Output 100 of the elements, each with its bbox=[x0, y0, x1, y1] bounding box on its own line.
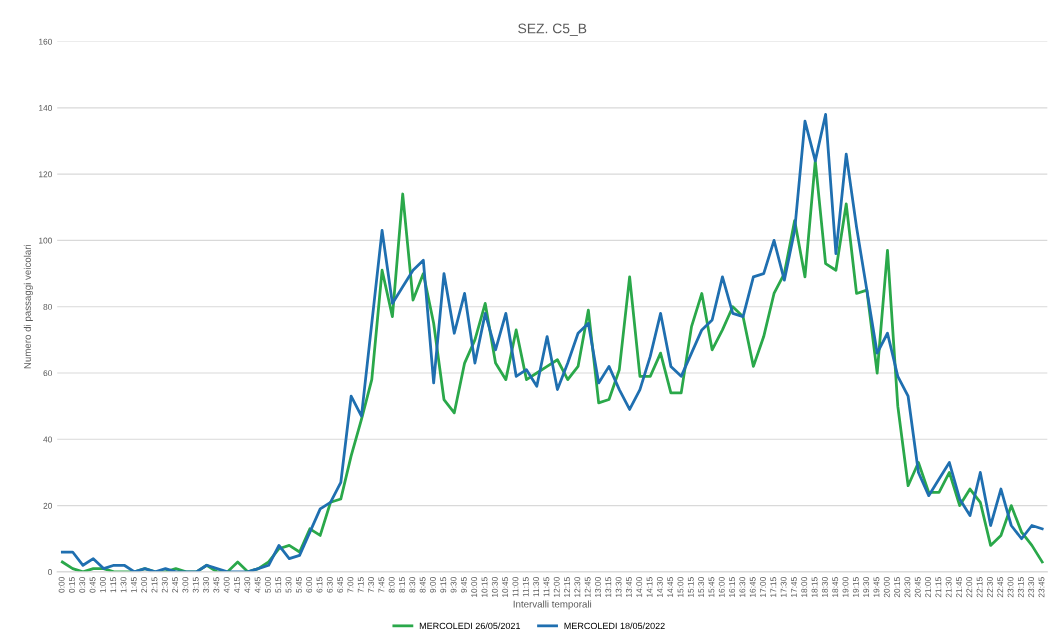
x-tick-label: 11:15 bbox=[522, 577, 529, 597]
x-tick-label: 12:00 bbox=[553, 577, 560, 597]
x-tick-label: 1:30 bbox=[120, 577, 127, 593]
y-tick-label: 0 bbox=[48, 569, 52, 576]
x-tick-label: 2:30 bbox=[161, 577, 168, 593]
x-tick-label: 2:45 bbox=[172, 577, 179, 593]
y-tick-label: 80 bbox=[43, 303, 52, 310]
x-tick-label: 0:15 bbox=[68, 577, 75, 593]
x-tick-label: 0:45 bbox=[89, 577, 96, 593]
x-tick-label: 10:15 bbox=[481, 577, 488, 597]
x-tick-label: 23:15 bbox=[1017, 577, 1024, 598]
x-tick-label: 12:15 bbox=[564, 577, 570, 597]
x-tick-label: 10:30 bbox=[491, 577, 498, 597]
x-tick-label: 11:00 bbox=[512, 577, 519, 597]
x-tick-label: 9:30 bbox=[450, 577, 457, 593]
x-tick-label: 4:30 bbox=[244, 577, 251, 593]
x-tick-label: 20:00 bbox=[883, 577, 890, 598]
x-axis-title: Intervalli temporali bbox=[513, 600, 592, 610]
legend-label: MERCOLEDI 26/05/2021 bbox=[419, 622, 521, 630]
x-tick-label: 23:45 bbox=[1038, 577, 1045, 598]
x-tick-label: 8:30 bbox=[409, 577, 416, 593]
y-tick-label: 60 bbox=[43, 370, 52, 377]
x-tick-label: 18:15 bbox=[811, 577, 818, 597]
x-tick-label: 16:00 bbox=[718, 577, 725, 597]
y-tick-label: 100 bbox=[39, 237, 52, 244]
x-tick-label: 13:45 bbox=[625, 577, 632, 597]
x-tick-label: 3:15 bbox=[192, 577, 199, 593]
x-tick-label: 1:45 bbox=[130, 577, 137, 593]
x-tick-label: 4:15 bbox=[234, 577, 240, 593]
x-tick-label: 18:30 bbox=[821, 577, 828, 597]
x-tick-label: 5:45 bbox=[295, 577, 302, 593]
x-tick-label: 9:45 bbox=[460, 577, 467, 593]
x-tick-label: 23:00 bbox=[1007, 577, 1014, 598]
y-tick-label: 140 bbox=[39, 105, 52, 111]
x-tick-label: 1:00 bbox=[99, 577, 106, 593]
x-tick-label: 15:00 bbox=[677, 577, 684, 597]
x-tick-label: 21:00 bbox=[925, 577, 931, 598]
x-tick-label: 20:30 bbox=[904, 577, 911, 598]
x-tick-label: 19:15 bbox=[852, 577, 859, 597]
x-tick-label: 3:30 bbox=[203, 577, 209, 593]
x-tick-label: 23:30 bbox=[1028, 577, 1035, 598]
x-tick-label: 21:45 bbox=[956, 577, 962, 598]
x-tick-label: 6:00 bbox=[306, 577, 313, 593]
x-tick-label: 11:30 bbox=[533, 577, 540, 597]
x-tick-label: 8:00 bbox=[388, 577, 395, 593]
x-tick-label: 10:45 bbox=[502, 577, 509, 597]
legend-label: MERCOLEDI 18/05/2022 bbox=[564, 622, 665, 630]
x-tick-label: 18:00 bbox=[801, 577, 808, 597]
x-tick-label: 17:00 bbox=[760, 577, 766, 597]
y-tick-label: 120 bbox=[39, 171, 52, 178]
x-tick-label: 12:45 bbox=[584, 577, 591, 597]
x-tick-label: 3:00 bbox=[182, 577, 189, 593]
x-tick-label: 12:30 bbox=[574, 577, 581, 597]
x-tick-label: 21:15 bbox=[935, 577, 942, 598]
x-tick-label: 6:45 bbox=[337, 577, 344, 593]
x-tick-label: 0:00 bbox=[58, 577, 65, 593]
x-tick-label: 13:00 bbox=[595, 577, 601, 597]
x-tick-label: 21:30 bbox=[945, 577, 952, 598]
x-tick-label: 5:00 bbox=[264, 577, 271, 593]
x-tick-label: 10:00 bbox=[471, 577, 478, 597]
x-tick-label: 9:15 bbox=[440, 577, 447, 593]
y-axis-title: Numero di passaggi veicolari bbox=[23, 244, 33, 369]
x-tick-label: 19:00 bbox=[842, 577, 849, 597]
y-tick-label: 40 bbox=[43, 436, 52, 443]
x-tick-label: 4:45 bbox=[254, 577, 261, 593]
x-tick-label: 7:15 bbox=[357, 577, 364, 593]
x-tick-label: 22:45 bbox=[997, 577, 1004, 598]
x-tick-label: 22:15 bbox=[976, 577, 983, 598]
x-tick-label: 7:45 bbox=[378, 577, 385, 593]
x-tick-label: 19:30 bbox=[863, 577, 870, 597]
x-tick-label: 20:45 bbox=[914, 577, 921, 598]
x-tick-label: 17:45 bbox=[791, 577, 797, 597]
x-tick-label: 7:30 bbox=[368, 577, 375, 593]
x-tick-label: 15:30 bbox=[698, 577, 705, 597]
y-tick-label: 20 bbox=[43, 502, 52, 509]
x-tick-label: 2:15 bbox=[151, 577, 158, 593]
x-tick-label: 22:00 bbox=[966, 577, 973, 598]
x-tick-label: 6:30 bbox=[326, 577, 333, 593]
x-tick-label: 14:00 bbox=[636, 577, 643, 597]
x-tick-label: 16:45 bbox=[749, 577, 756, 597]
x-tick-label: 8:45 bbox=[419, 577, 426, 593]
x-tick-label: 9:00 bbox=[429, 577, 436, 593]
x-tick-label: 0:30 bbox=[79, 577, 86, 593]
x-tick-label: 15:15 bbox=[687, 577, 694, 597]
x-tick-label: 17:30 bbox=[780, 577, 787, 597]
x-tick-label: 20:15 bbox=[894, 577, 901, 598]
x-tick-label: 7:00 bbox=[347, 577, 354, 593]
x-tick-label: 2:00 bbox=[141, 577, 148, 593]
x-tick-label: 16:30 bbox=[739, 577, 746, 597]
x-tick-label: 6:15 bbox=[316, 577, 323, 593]
x-tick-label: 16:15 bbox=[729, 577, 735, 597]
x-tick-label: 13:15 bbox=[605, 577, 612, 597]
x-tick-label: 15:45 bbox=[708, 577, 715, 597]
x-tick-label: 11:45 bbox=[543, 577, 550, 597]
x-tick-label: 14:45 bbox=[667, 577, 674, 597]
x-tick-label: 22:30 bbox=[986, 577, 993, 598]
x-tick-label: 8:15 bbox=[399, 577, 405, 593]
x-tick-label: 19:45 bbox=[873, 577, 880, 597]
x-tick-label: 18:45 bbox=[832, 577, 839, 597]
x-tick-label: 5:15 bbox=[275, 577, 282, 593]
